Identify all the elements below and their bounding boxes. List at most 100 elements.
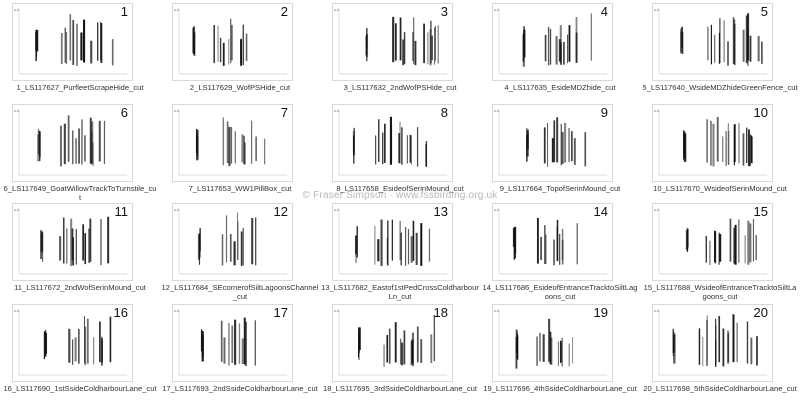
call-mark [515,336,518,369]
call-mark [514,227,517,253]
thumbnail-caption[interactable]: 2_LS117629_WofPSHide_cut [160,83,320,92]
thumbnail-item[interactable]: kHz 20 20_LS117698_5thSsideColdharbourLane… [640,301,800,401]
spectrogram-thumbnail[interactable]: kHz 4 [492,3,613,81]
thumbnail-caption[interactable]: 10_LS117670_WsideofSerinMound_cut [640,184,800,193]
spectrogram-thumbnail[interactable]: kHz 10 [652,104,773,182]
thumbnail-caption[interactable]: 13_LS117682_Eastof1stPedCrossColdharbour… [320,283,480,301]
call-mark [193,26,196,55]
axis-unit-label: kHz [654,208,660,212]
thumbnail-caption[interactable]: 18_LS117695_3rdSsideColdharbourLane_cut [320,384,480,393]
thumbnail-number: 14 [593,204,608,219]
thumbnail-item[interactable]: kHz 6 6_LS117649_GoatWillowTrackToTurnstil… [0,101,160,202]
thumbnail-item[interactable]: kHz 13 13_LS117682_Eastof1stPedCrossColdha… [320,200,480,301]
spectrogram-thumbnail[interactable]: kHz 11 [12,203,133,281]
song-mark [714,231,717,264]
thumbnail-caption[interactable]: 1_LS117627_PurfleetScrapeHide_cut [0,83,160,92]
song-mark [401,342,404,366]
thumbnail-item[interactable]: kHz 7 7_LS117653_WW1PillBox_cut [160,101,320,200]
thumbnail-caption[interactable]: 19_LS117696_4thSsideColdharbourLane_cut [480,384,640,393]
thumbnail-item[interactable]: kHz 5 5_LS117640_WsideMDZhideGreenFence_cu… [640,0,800,101]
spectrogram-thumbnail[interactable]: kHz 18 [332,304,453,382]
spectrogram-thumbnail[interactable]: kHz 6 [12,104,133,182]
thumbnail-number: 6 [120,105,128,120]
spectrogram-thumbnail[interactable]: kHz 2 [172,3,293,81]
thumbnail-item[interactable]: kHz 14 14_LS117686_EsideofEntranceTracktoS… [480,200,640,301]
thumbnail-item[interactable]: kHz 10 10_LS117670_WsideofSerinMound_cut [640,101,800,200]
song-mark [64,27,66,63]
axis-unit-label: kHz [14,208,20,212]
thumbnail-item[interactable]: kHz 11 11_LS117672_2ndWofSerinMound_cut [0,200,160,301]
thumbnail-item[interactable]: kHz 1 1_LS117627_PurfleetScrapeHide_cut [0,0,160,101]
spectrogram-thumbnail[interactable]: kHz 7 [172,104,293,182]
song-mark [536,336,539,366]
thumbnail-caption[interactable]: 7_LS117653_WW1PillBox_cut [160,184,320,193]
song-mark [561,132,564,164]
song-mark [89,218,92,262]
thumbnail-item[interactable]: kHz 12 12_LS117684_SEcornerofSiltLagoonsCh… [160,200,320,301]
thumbnail-caption[interactable]: 11_LS117672_2ndWofSerinMound_cut [0,283,160,292]
song-mark [89,117,92,164]
song-mark [66,228,68,264]
song-mark [66,32,68,65]
thumbnail-caption[interactable]: 17_LS117693_2ndSsideColdharbourLane_cut [160,384,320,393]
song-mark [756,336,758,366]
caption-line: 13_LS117682_Eastof1stPedCrossColdharbour [321,283,479,292]
thumbnail-item[interactable]: kHz 17 17_LS117693_2ndSsideColdharbourLane… [160,301,320,401]
spectrogram-thumbnail[interactable]: kHz 1 [12,3,133,81]
thumbnail-item[interactable]: kHz 19 19_LS117696_4thSsideColdharbourLane… [480,301,640,401]
thumbnail-item[interactable]: kHz 9 9_LS117664_TopofSerinMound_cut [480,101,640,200]
song-mark [563,42,565,65]
spectrogram-thumbnail[interactable]: kHz 16 [12,304,133,382]
thumbnail-caption[interactable]: 4_LS117635_EsideMDZhide_cut [480,83,640,92]
song-mark [544,225,546,265]
song-mark [264,138,266,165]
song-mark [245,321,247,366]
thumbnail-caption[interactable]: 6_LS117649_GoatWillowTrackToTurnstile_cu… [0,184,160,202]
song-mark [430,334,433,363]
spectrogram-thumbnail[interactable]: kHz 19 [492,304,613,382]
spectrogram-thumbnail[interactable]: kHz 9 [492,104,613,182]
thumbnail-caption[interactable]: 9_LS117664_TopofSerinMound_cut [480,184,640,193]
call-mark [523,29,526,58]
song-mark [749,35,752,62]
song-mark [234,131,236,164]
thumbnail-caption[interactable]: 20_LS117698_5thSsideColdharbourLane_cut [640,384,800,393]
spectrogram-thumbnail[interactable]: kHz 15 [652,203,773,281]
spectrogram-thumbnail[interactable]: kHz 3 [332,3,453,81]
song-mark [560,42,562,65]
thumbnail-caption[interactable]: 3_LS117632_2ndWofPSHide_cut [320,83,480,92]
thumbnail-caption[interactable]: 12_LS117684_SEcornerofSiltLagoonsChannel… [160,283,320,301]
song-mark [738,219,740,263]
call-mark [354,235,357,255]
thumbnail-item[interactable]: kHz 4 4_LS117635_EsideMDZhide_cut [480,0,640,101]
thumbnail-item[interactable]: kHz 16 16_LS117690_1stSsideColdharbourLane… [0,301,160,401]
song-mark [757,35,760,62]
caption-line: 19_LS117696_4thSsideColdharbourLane_cut [483,384,637,393]
spectrogram-thumbnail[interactable]: kHz 8 [332,104,453,182]
song-mark [254,320,256,366]
spectrogram-thumbnail[interactable]: kHz 5 [652,3,773,81]
song-mark [99,321,101,363]
thumbnail-caption[interactable]: 14_LS117686_EsideofEntranceTracktoSiltLa… [480,283,640,301]
thumbnail-caption[interactable]: 15_LS117688_WsideofEntranceTracktoSiltLa… [640,283,800,301]
song-mark [242,24,245,66]
song-mark [423,23,426,64]
thumbnail-item[interactable]: kHz 18 18_LS117695_3rdSsideColdharbourLane… [320,301,480,401]
spectrogram-thumbnail[interactable]: kHz 20 [652,304,773,382]
thumbnail-item[interactable]: kHz 3 3_LS117632_2ndWofPSHide_cut [320,0,480,101]
song-mark [72,20,75,65]
thumbnail-caption[interactable]: 8_LS117658_EsideofSerinMound_cut [320,184,480,193]
spectrogram-image: kHz [174,309,287,376]
spectrogram-thumbnail[interactable]: kHz 12 [172,203,293,281]
song-mark [698,328,701,365]
spectrogram-thumbnail[interactable]: kHz 17 [172,304,293,382]
song-mark [406,135,408,164]
thumbnail-caption[interactable]: 5_LS117640_WsideMDZhideGreenFence_cut [640,83,800,92]
spectrogram-thumbnail[interactable]: kHz 13 [332,203,453,281]
thumbnail-caption[interactable]: 16_LS117690_1stSsideColdharbourLane_cut [0,384,160,393]
thumbnail-item[interactable]: kHz 2 2_LS117629_WofPSHide_cut [160,0,320,101]
spectrogram-thumbnail[interactable]: kHz 14 [492,203,613,281]
thumbnail-item[interactable]: kHz 8 8_LS117658_EsideofSerinMound_cut [320,101,480,200]
song-mark [107,216,110,264]
thumbnail-item[interactable]: kHz 15 15_LS117688_WsideofEntranceTracktoS… [640,200,800,301]
